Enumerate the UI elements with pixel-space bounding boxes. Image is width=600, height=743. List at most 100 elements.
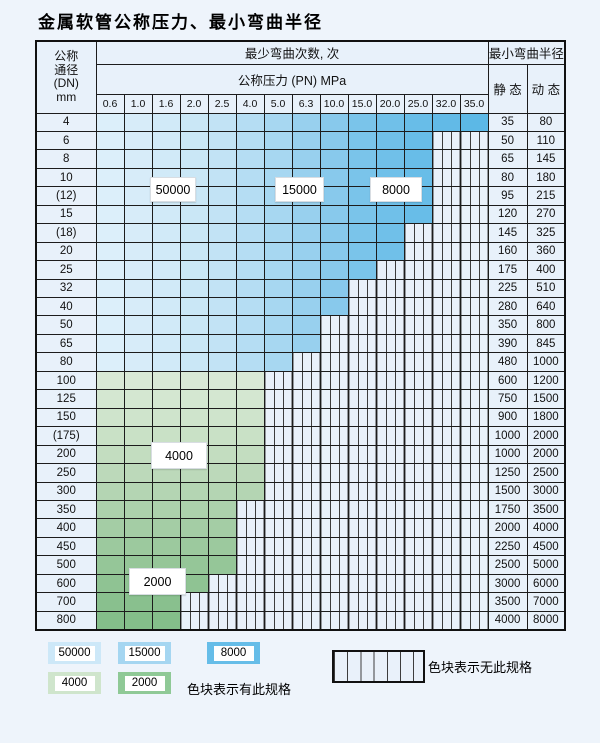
spec-cell (95, 297, 125, 317)
spec-cell (179, 555, 209, 575)
no-spec-cell (319, 315, 349, 335)
spec-cell (123, 278, 153, 299)
no-spec-cell (319, 592, 349, 612)
dn-cell: 500 (35, 555, 97, 575)
spec-cell (95, 426, 125, 446)
spec-cell (263, 333, 293, 354)
pressure-value-header: 32.0 (431, 93, 461, 114)
legend-swatch-50000: 50000 (48, 642, 101, 664)
spec-cell (179, 370, 209, 391)
spec-cell (207, 463, 237, 483)
table-row: 6 50 110 (35, 130, 566, 151)
spec-cell (291, 204, 321, 225)
no-spec-cell (375, 260, 405, 280)
spec-cell (319, 149, 349, 169)
spec-cell (123, 297, 153, 317)
dn-cell: (175) (35, 426, 97, 446)
spec-cell (207, 149, 237, 169)
no-spec-cell (235, 592, 265, 612)
dn-cell: 20 (35, 241, 97, 262)
spec-cell (375, 130, 405, 151)
no-spec-cell (459, 518, 489, 538)
no-spec-cell (431, 389, 461, 409)
no-spec-cell (403, 536, 433, 557)
spec-cell (179, 315, 209, 335)
spec-cell (179, 518, 209, 538)
no-spec-cell (207, 610, 237, 631)
no-spec-cell (431, 204, 461, 225)
no-spec-cell (375, 278, 405, 299)
no-spec-cell (431, 426, 461, 446)
dynamic-radius-cell: 145 (526, 149, 566, 169)
spec-cell (403, 149, 433, 169)
no-spec-cell (459, 573, 489, 594)
dynamic-radius-cell: 5000 (526, 555, 566, 575)
static-radius-cell: 160 (487, 241, 528, 262)
spec-cell (403, 130, 433, 151)
spec-cell (179, 333, 209, 354)
spec-cell (95, 370, 125, 391)
spec-cell (95, 241, 125, 262)
dn-cell: 6 (35, 130, 97, 151)
static-radius-cell: 1000 (487, 444, 528, 465)
spec-cell (263, 112, 293, 132)
spec-cell (235, 204, 265, 225)
dn-header-line: 通径 (54, 62, 79, 77)
no-spec-cell (403, 481, 433, 502)
legend-swatch-4000: 4000 (48, 672, 101, 694)
legend-label-50000: 50000 (54, 645, 95, 661)
spec-cell (291, 315, 321, 335)
no-spec-cell (403, 315, 433, 335)
spec-cell (291, 333, 321, 354)
no-spec-cell (459, 130, 489, 151)
dn-cell: 200 (35, 444, 97, 465)
no-spec-cell (403, 370, 433, 391)
table-row: 20 160 360 (35, 241, 566, 262)
no-spec-cell (459, 186, 489, 206)
spec-cell (319, 260, 349, 280)
spec-cell (95, 518, 125, 538)
no-spec-cell (375, 315, 405, 335)
spec-cell (207, 223, 237, 243)
dynamic-radius-cell: 215 (526, 186, 566, 206)
spec-cell (207, 407, 237, 428)
no-spec-cell (431, 610, 461, 631)
no-spec-cell (207, 573, 237, 594)
no-spec-cell (375, 389, 405, 409)
spec-cell (123, 370, 153, 391)
no-spec-cell (431, 352, 461, 372)
spec-cell (95, 481, 125, 502)
spec-cell (207, 130, 237, 151)
spec-cell (95, 389, 125, 409)
spec-cell (123, 407, 153, 428)
static-radius-cell: 50 (487, 130, 528, 151)
spec-cell (235, 241, 265, 262)
spec-cell (151, 610, 181, 631)
dn-header-line: (DN) (53, 76, 79, 91)
spec-cell (151, 241, 181, 262)
dn-cell: 150 (35, 407, 97, 428)
spec-cell (151, 500, 181, 520)
no-spec-cell (459, 149, 489, 169)
static-radius-cell: 120 (487, 204, 528, 225)
table-row: 450 2250 4500 (35, 536, 566, 557)
spec-cell (123, 610, 153, 631)
no-spec-cell (459, 241, 489, 262)
static-radius-cell: 280 (487, 297, 528, 317)
spec-cell (403, 112, 433, 132)
no-spec-cell (431, 333, 461, 354)
no-spec-cell (291, 536, 321, 557)
region-label-2000: 2000 (129, 568, 186, 595)
pressure-value-header: 6.3 (291, 93, 321, 114)
spec-cell (235, 278, 265, 299)
spec-cell (207, 260, 237, 280)
dynamic-radius-cell: 270 (526, 204, 566, 225)
pressure-value-header: 4.0 (235, 93, 265, 114)
dn-cell: 600 (35, 573, 97, 594)
no-spec-cell (431, 130, 461, 151)
spec-cell (151, 407, 181, 428)
table-row: 4 35 80 (35, 112, 566, 132)
legend-label-4000: 4000 (54, 675, 95, 691)
spec-cell (263, 149, 293, 169)
table-row: (18) 145 325 (35, 223, 566, 243)
